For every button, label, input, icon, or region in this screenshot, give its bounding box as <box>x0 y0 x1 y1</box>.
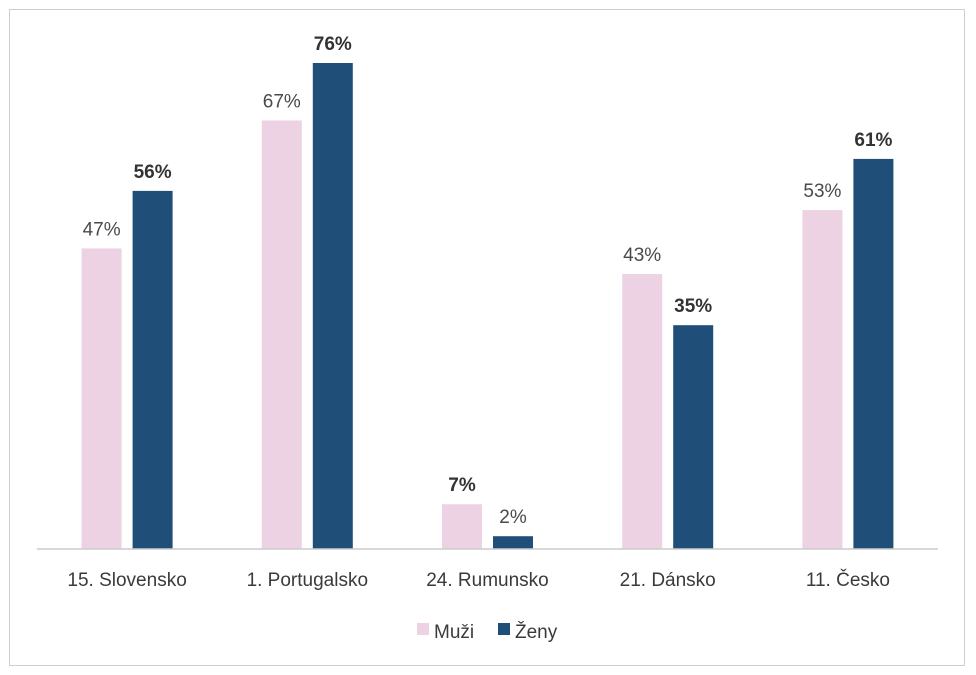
bar-muzi-2 <box>442 504 482 549</box>
value-label-muzi-1: 67% <box>263 92 301 113</box>
bar-muzi-0 <box>81 248 122 549</box>
category-label-2: 24. Rumunsko <box>426 570 549 591</box>
value-labels-group: 47% 56% 67% 76% 7% 2% 43% 35% 53% 61% <box>83 34 893 528</box>
value-label-zeny-4: 61% <box>854 130 892 151</box>
value-label-muzi-4: 53% <box>803 181 841 202</box>
value-label-muzi-2: 7% <box>448 475 476 496</box>
value-label-zeny-2: 2% <box>499 507 527 528</box>
legend-swatch-zeny <box>498 623 510 635</box>
legend-label-zeny: Ženy <box>515 621 558 643</box>
category-labels-group: 15. Slovensko 1. Portugalsko 24. Rumunsko 2… <box>67 569 890 591</box>
value-label-zeny-1: 76% <box>314 34 352 55</box>
category-label-1: 1. Portugalsko <box>247 570 368 591</box>
bar-muzi-4 <box>802 210 843 549</box>
category-label-0: 15. Slovensko <box>67 570 186 591</box>
value-label-muzi-3: 43% <box>623 245 661 266</box>
value-label-zeny-3: 35% <box>674 296 712 317</box>
category-label-3: 21. Dánsko <box>620 570 716 591</box>
legend-swatch-muzi <box>417 623 429 635</box>
value-label-zeny-0: 56% <box>134 162 172 183</box>
bar-zeny-3 <box>673 325 714 549</box>
legend-label-muzi: Muži <box>434 622 474 643</box>
bar-zeny-4 <box>853 158 894 549</box>
bars-group <box>81 63 894 550</box>
bar-zeny-0 <box>132 190 173 550</box>
value-label-muzi-0: 47% <box>83 219 121 240</box>
bar-muzi-1 <box>261 120 302 549</box>
bar-zeny-1 <box>312 63 353 549</box>
legend: Muži Ženy <box>417 621 558 643</box>
bar-muzi-3 <box>622 274 663 549</box>
bar-zeny-2 <box>493 536 533 549</box>
category-label-4: 11. Česko <box>806 569 890 591</box>
